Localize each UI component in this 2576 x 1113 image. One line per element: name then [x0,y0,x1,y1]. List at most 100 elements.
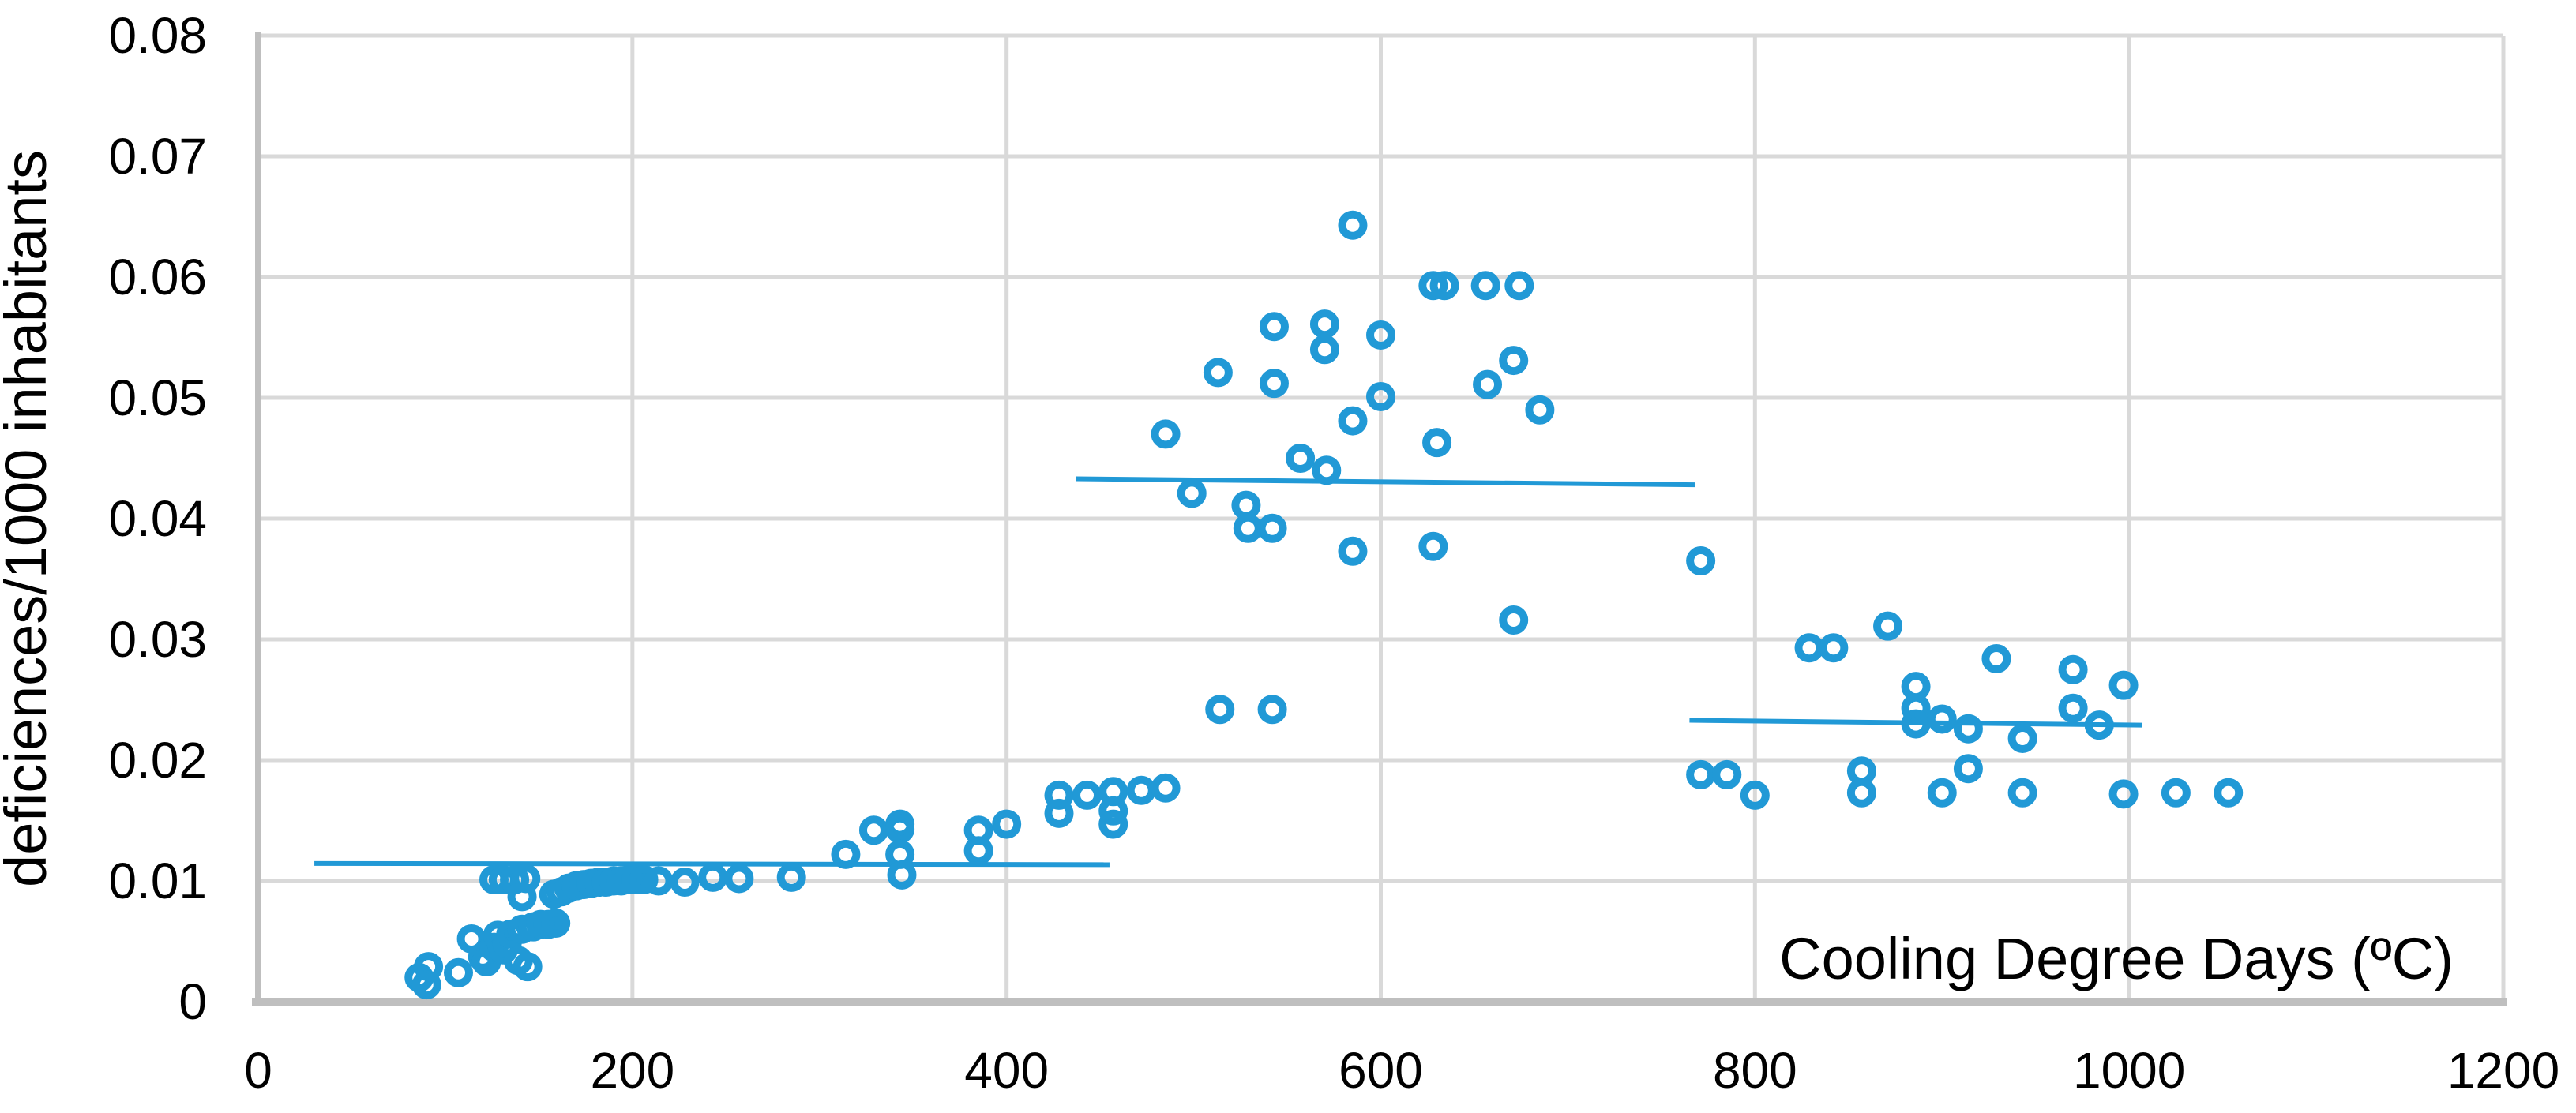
data-point [1927,704,1957,734]
y-tick-label: 0.07 [108,128,207,185]
data-point [1422,428,1452,458]
trend-mid-cdd [1076,476,1695,488]
data-point [670,868,700,898]
x-tick-label: 800 [1713,1042,1797,1099]
data-point [1259,369,1289,399]
data-point [1846,778,1876,808]
data-point [885,814,915,844]
data-point [1126,775,1156,805]
data-point [1259,312,1289,342]
data-point [1525,395,1555,425]
data-point [1504,271,1534,301]
data-point [1686,759,1716,789]
data-point [1470,271,1500,301]
y-tick-label: 0.06 [108,249,207,305]
y-axis-title: deficiences/1000 inhabitants [0,150,58,887]
data-point [1686,546,1716,576]
data-point [698,862,728,892]
data-point [1312,455,1342,485]
data-point [831,839,861,869]
data-point [1499,605,1529,635]
data-point [1257,695,1287,725]
data-point [2084,710,2114,740]
plot-border [258,33,2506,1002]
data-point [1151,419,1181,449]
data-point [1366,381,1395,411]
x-tick-label: 400 [964,1042,1049,1099]
data-point [1286,444,1316,473]
data-point [1927,778,1957,808]
data-point [1338,536,1368,566]
data-point [1953,714,1983,744]
data-point [1151,773,1181,803]
data-point [1873,611,1903,641]
data-point [1098,796,1128,826]
data-point [1981,643,2011,673]
data-point [541,909,571,939]
data-point [1205,695,1235,725]
data-point [2058,654,2088,684]
trendlines [314,476,2142,868]
data-point [1901,709,1931,739]
data-point [1044,798,1074,828]
data-point [2007,723,2037,753]
data-point [1819,633,1849,663]
data-point [858,815,888,845]
data-point [887,860,917,890]
data-point [1203,358,1233,388]
data-point [1418,531,1448,561]
data-point [1794,633,1824,663]
y-tick-label: 0 [178,973,207,1030]
data-point [444,957,474,987]
data-point [2058,693,2088,723]
x-axis-title: Cooling Degree Days (ºC) [1779,926,2454,991]
data-point [414,952,444,982]
data-point [1473,369,1503,399]
data-point [1499,346,1529,376]
y-tick-label: 0.02 [108,732,207,789]
data-point [2108,779,2139,809]
data-point [1712,759,1742,789]
data-point [629,864,659,894]
data-point [2161,778,2191,808]
data-point [507,882,537,912]
data-point [2214,778,2244,808]
data-point [1309,335,1339,365]
data-point [724,864,754,894]
y-tick-label: 0.05 [108,369,207,426]
data-point [992,809,1022,839]
data-point [2007,778,2037,808]
data-point [1177,478,1207,508]
x-tick-label: 200 [590,1042,674,1099]
x-tick-label: 1000 [2073,1042,2185,1099]
data-point [1098,809,1128,839]
data-point [963,836,993,866]
y-tick-label: 0.03 [108,611,207,668]
x-tick-label: 600 [1339,1042,1423,1099]
data-point [1338,210,1368,240]
data-point [1366,320,1395,350]
gridlines [258,33,2506,1002]
y-tick-label: 0.04 [108,490,207,547]
data-points [404,210,2244,1000]
data-point [1231,490,1261,520]
data-point [513,952,543,982]
data-point [2108,670,2139,700]
data-point [1072,780,1102,810]
data-point [776,862,806,892]
data-point [1901,693,1931,723]
data-point [1338,406,1368,436]
x-tick-label: 1200 [2447,1042,2559,1099]
y-tick-labels: 0 0.01 0.02 0.03 0.04 0.05 0.06 0.07 0.08 [108,7,207,1030]
x-tick-label: 0 [244,1042,272,1099]
data-point [644,866,674,896]
x-tick-labels: 0 200 400 600 800 1000 1200 [244,1042,2559,1099]
axis-lines [252,32,2507,1006]
data-point [1429,271,1459,301]
y-tick-label: 0.01 [108,853,207,909]
data-point [1309,309,1339,339]
data-point [1418,271,1448,301]
data-point [1257,513,1287,543]
